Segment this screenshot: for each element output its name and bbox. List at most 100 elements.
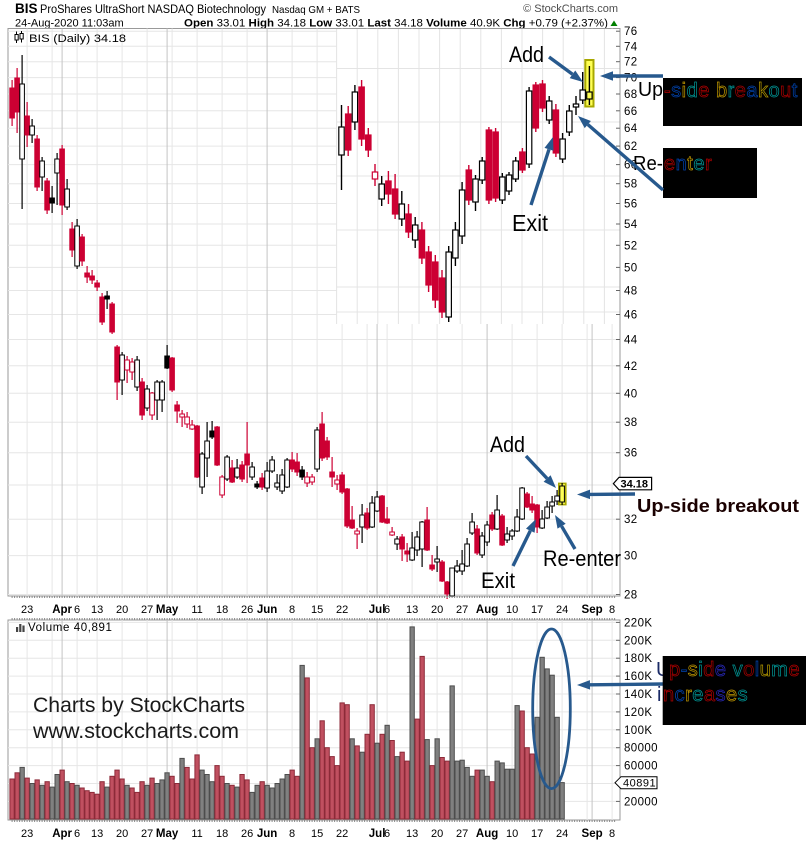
svg-text:30: 30 [624, 551, 638, 563]
svg-text:26: 26 [241, 604, 253, 616]
svg-text:23: 23 [21, 604, 33, 616]
svg-text:10: 10 [506, 828, 518, 840]
svg-text:200K: 200K [624, 635, 652, 647]
svg-text:100K: 100K [624, 725, 652, 737]
svg-text:22: 22 [336, 828, 348, 840]
svg-text:enter: enter [664, 153, 712, 175]
svg-text:76: 76 [624, 26, 638, 38]
svg-text:17: 17 [531, 828, 543, 840]
svg-text:220K: 220K [624, 617, 652, 629]
svg-text:Jul: Jul [369, 604, 386, 616]
svg-text:8: 8 [289, 828, 295, 840]
svg-text:15: 15 [311, 604, 323, 616]
svg-text:Jun: Jun [257, 828, 277, 840]
svg-text:68: 68 [624, 89, 638, 101]
svg-text:20: 20 [431, 604, 443, 616]
svg-text:Sep: Sep [582, 604, 603, 616]
svg-text:10: 10 [506, 604, 518, 616]
svg-text:Jun: Jun [257, 604, 277, 616]
svg-text:www.stockcharts.com: www.stockcharts.com [32, 720, 239, 743]
svg-text:BIS (Daily) 34.18: BIS (Daily) 34.18 [29, 33, 126, 45]
svg-text:13: 13 [91, 604, 103, 616]
svg-text:Open 33.01 High 34.18 Low 33.0: Open 33.01 High 34.18 Low 33.01 Last 34.… [184, 18, 608, 30]
svg-text:48: 48 [624, 286, 638, 298]
svg-text:Exit: Exit [481, 568, 515, 593]
svg-text:Apr: Apr [52, 828, 72, 840]
svg-text:Volume 40,891: Volume 40,891 [28, 622, 113, 634]
svg-text:27: 27 [456, 828, 468, 840]
svg-text:22: 22 [336, 604, 348, 616]
svg-text:18: 18 [216, 828, 228, 840]
svg-text:160K: 160K [624, 671, 652, 683]
svg-text:6: 6 [384, 828, 390, 840]
svg-text:11: 11 [191, 604, 202, 616]
svg-text:24-Aug-2020 11:03am: 24-Aug-2020 11:03am [15, 18, 124, 30]
svg-text:8: 8 [609, 828, 615, 840]
svg-text:May: May [156, 604, 179, 616]
svg-text:20: 20 [431, 828, 443, 840]
svg-text:58: 58 [624, 179, 638, 191]
svg-text:ncreases: ncreases [663, 684, 748, 706]
svg-text:56: 56 [624, 199, 638, 211]
svg-text:Charts by StockCharts: Charts by StockCharts [33, 694, 245, 717]
svg-text:BIS: BIS [15, 1, 38, 16]
svg-text:8: 8 [609, 604, 615, 616]
svg-text:Sep: Sep [582, 828, 603, 840]
svg-text:Re-: Re- [633, 152, 663, 175]
svg-text:Up-side breakout: Up-side breakout [637, 495, 799, 516]
svg-text:60000: 60000 [624, 761, 658, 773]
svg-text:40: 40 [624, 388, 638, 400]
svg-text:34.18: 34.18 [621, 479, 649, 491]
svg-text:6: 6 [74, 828, 80, 840]
svg-text:50: 50 [624, 262, 638, 274]
svg-text:46: 46 [624, 310, 638, 322]
svg-text:38: 38 [624, 417, 638, 429]
svg-text:80000: 80000 [624, 743, 658, 755]
svg-text:© StockCharts.com: © StockCharts.com [523, 3, 618, 15]
svg-text:36: 36 [624, 448, 638, 460]
svg-text:20: 20 [116, 604, 128, 616]
svg-text:Add: Add [490, 432, 525, 457]
svg-text:Up: Up [638, 78, 663, 101]
svg-text:64: 64 [624, 123, 638, 135]
svg-text:Exit: Exit [512, 210, 549, 236]
svg-text:120K: 120K [624, 707, 652, 719]
svg-text:23: 23 [21, 828, 33, 840]
svg-text:27: 27 [456, 604, 468, 616]
svg-text:42: 42 [624, 361, 638, 373]
svg-text:54: 54 [624, 219, 638, 231]
svg-text:Add: Add [509, 42, 544, 67]
svg-text:6: 6 [384, 604, 390, 616]
svg-text:28: 28 [624, 590, 638, 602]
svg-text:8: 8 [289, 604, 295, 616]
svg-text:i: i [657, 684, 661, 706]
svg-text:11: 11 [191, 828, 202, 840]
svg-text:Aug: Aug [476, 828, 498, 840]
svg-text:20: 20 [116, 828, 128, 840]
svg-text:20000: 20000 [624, 796, 658, 808]
svg-text:Jul: Jul [369, 828, 386, 840]
svg-text:180K: 180K [624, 653, 652, 665]
svg-text:Nasdaq GM + BATS: Nasdaq GM + BATS [272, 4, 360, 16]
svg-text:27: 27 [141, 604, 153, 616]
svg-text:74: 74 [624, 41, 638, 53]
svg-text:62: 62 [624, 141, 638, 153]
svg-text:Apr: Apr [52, 604, 72, 616]
svg-text:13: 13 [406, 604, 418, 616]
svg-text:Re-enter: Re-enter [543, 546, 621, 571]
svg-text:27: 27 [141, 828, 153, 840]
svg-text:140K: 140K [624, 689, 652, 701]
svg-text:44: 44 [624, 335, 638, 347]
svg-text:32: 32 [624, 514, 638, 526]
svg-text:15: 15 [311, 828, 323, 840]
svg-text:66: 66 [624, 106, 638, 118]
svg-text:p-side volume: p-side volume [669, 659, 800, 681]
svg-text:24: 24 [556, 604, 568, 616]
svg-text:6: 6 [74, 604, 80, 616]
svg-text:May: May [156, 828, 179, 840]
svg-text:17: 17 [531, 604, 543, 616]
svg-text:72: 72 [624, 57, 638, 69]
svg-text:13: 13 [406, 828, 418, 840]
svg-text:Aug: Aug [476, 604, 498, 616]
svg-text:18: 18 [216, 604, 228, 616]
